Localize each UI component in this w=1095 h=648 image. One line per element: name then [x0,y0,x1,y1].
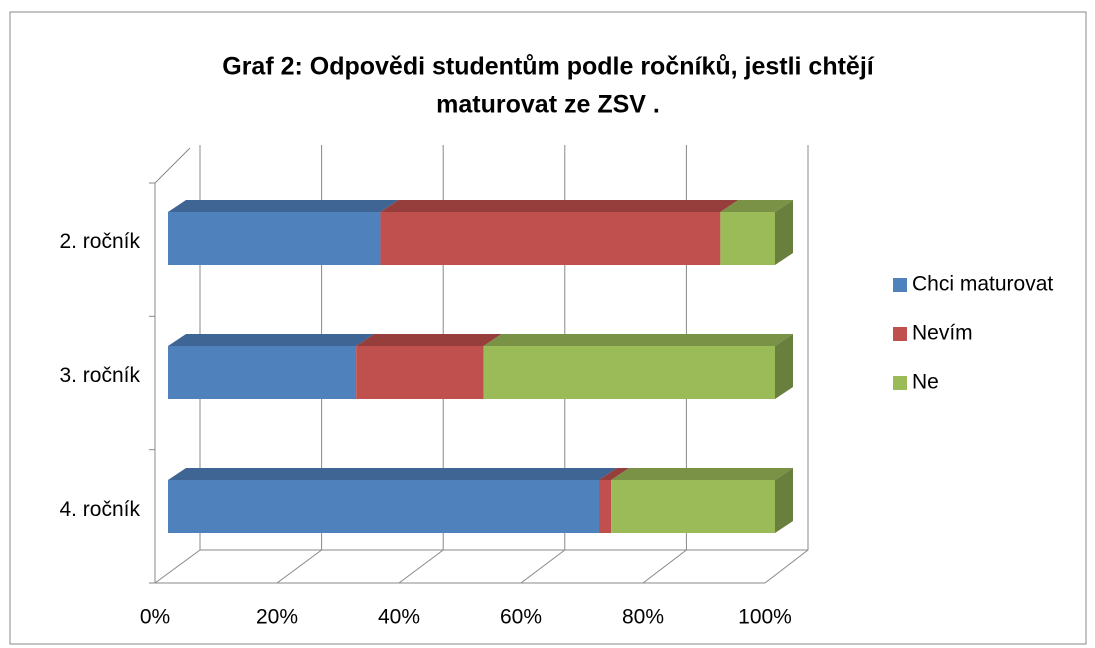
walls [154,147,808,584]
chart-title: maturovat ze ZSV . [436,91,660,119]
bar-top [168,200,399,212]
bar [720,212,775,265]
bar [380,212,721,265]
bar [168,480,599,533]
legend-swatch [893,376,907,390]
bar-top [168,468,617,480]
x-tick-label: 0% [140,606,170,629]
x-tick-label: 80% [622,606,664,629]
bar [168,212,381,265]
floor-grid-line [520,549,566,584]
bar [356,346,484,399]
bar-side [775,334,793,399]
bar [483,346,775,399]
bar-side [775,468,793,533]
floor-grid-line [642,549,687,584]
bar-top [380,200,739,212]
legend-label: Nevím [912,322,973,345]
floor-grid-line [276,549,322,584]
bar [598,480,612,533]
bar-side [775,200,793,265]
bar [611,480,775,533]
bar-top [483,334,793,346]
legend-label: Chci maturovat [912,273,1053,296]
y-tick-label: 3. ročník [59,364,140,387]
legend-swatch [893,327,907,341]
bar-top [611,468,793,480]
floor-grid-line [764,549,809,584]
x-tick-label: 20% [256,606,298,629]
y-tick-label: 4. ročník [59,498,140,521]
legend-label: Ne [912,371,939,394]
floor-grid-line [154,549,201,584]
legend-swatch [893,278,907,292]
x-tick-label: 100% [738,606,792,629]
bar-top [168,334,375,346]
chart-title: Graf 2: Odpovědi studentům podle ročníků… [222,53,875,81]
bar-top [720,200,793,212]
y-tick-label: 2. ročník [59,230,140,253]
bar-top [356,334,502,346]
bar-top [598,468,630,480]
bar [168,346,357,399]
left-wall-edge [154,147,191,184]
x-tick-label: 40% [378,606,420,629]
floor-grid-line [398,549,444,584]
x-tick-label: 60% [500,606,542,629]
